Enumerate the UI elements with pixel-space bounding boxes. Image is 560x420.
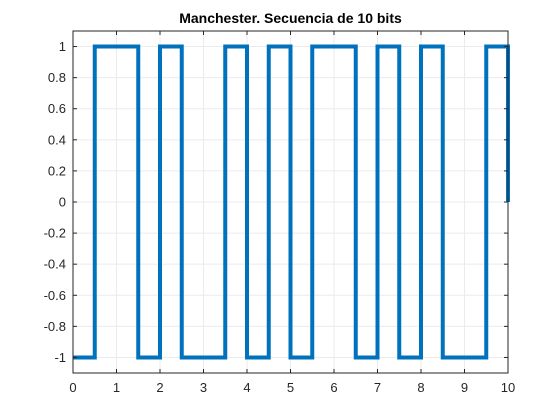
x-tick-label: 1 bbox=[113, 380, 120, 395]
y-tick-label: 0.6 bbox=[48, 101, 66, 116]
x-tick-label: 5 bbox=[287, 380, 294, 395]
x-tick-label: 6 bbox=[330, 380, 337, 395]
y-tick-label: -0.2 bbox=[44, 226, 66, 241]
x-tick-label: 4 bbox=[243, 380, 250, 395]
y-tick-labels: 1 0.8 0.6 0.4 0.2 0 -0.2 -0.4 -0.6 -0.8 -1 bbox=[44, 39, 66, 365]
y-tick-label: -0.8 bbox=[44, 319, 66, 334]
x-tick-label: 7 bbox=[374, 380, 381, 395]
series-line-0 bbox=[73, 44, 510, 360]
y-tick-label: 0 bbox=[59, 195, 66, 210]
chart-title: Manchester. Secuencia de 10 bits bbox=[179, 10, 402, 26]
x-tick-label: 10 bbox=[501, 380, 515, 395]
tick-marks bbox=[72, 31, 509, 373]
x-tick-label: 9 bbox=[461, 380, 468, 395]
x-tick-labels: 0 1 2 3 4 5 6 7 8 9 10 bbox=[69, 380, 515, 395]
series-layer bbox=[73, 44, 510, 360]
y-tick-label: -1 bbox=[54, 350, 66, 365]
y-tick-label: 1 bbox=[59, 39, 66, 54]
y-tick-label: 0.8 bbox=[48, 70, 66, 85]
x-tick-label: 0 bbox=[69, 380, 76, 395]
y-tick-label: -0.6 bbox=[44, 288, 66, 303]
x-tick-label: 2 bbox=[156, 380, 163, 395]
x-tick-label: 3 bbox=[200, 380, 207, 395]
x-tick-label: 8 bbox=[417, 380, 424, 395]
y-tick-label: 0.2 bbox=[48, 163, 66, 178]
y-tick-label: -0.4 bbox=[44, 257, 66, 272]
y-tick-label: 0.4 bbox=[48, 132, 66, 147]
